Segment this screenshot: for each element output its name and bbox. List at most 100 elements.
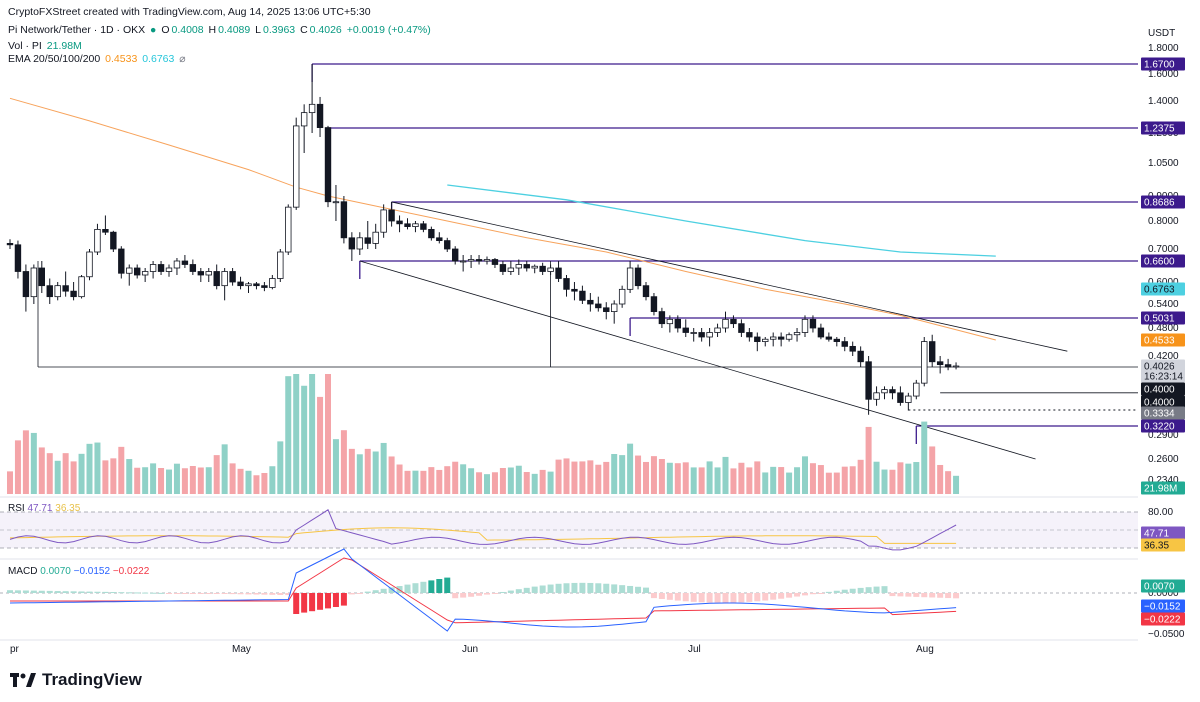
candle-body bbox=[459, 260, 467, 263]
volume-bar bbox=[953, 475, 960, 494]
candle-body bbox=[658, 311, 666, 325]
volume-bar bbox=[420, 470, 427, 494]
settings-icon[interactable]: ⌀ bbox=[179, 53, 186, 65]
ohlc-line: Pi Network/Tether · 1D · OKX ● O 0.4008 H… bbox=[8, 24, 433, 36]
price-tick-label: 1.8000 bbox=[1148, 43, 1179, 54]
price-label-volume: 21.98M bbox=[1144, 484, 1177, 495]
candle-body bbox=[841, 341, 848, 347]
price-label-box bbox=[1141, 254, 1185, 268]
volume-bar bbox=[905, 463, 912, 494]
candle-body bbox=[14, 244, 22, 272]
h-label: H bbox=[208, 24, 217, 36]
h-value: 0.4089 bbox=[218, 24, 251, 36]
volume-bar bbox=[317, 396, 324, 494]
macd-histogram-bar bbox=[666, 593, 673, 600]
macd-histogram-bar bbox=[317, 593, 324, 610]
candle-body bbox=[666, 318, 674, 325]
price-tick-label: 0.4800 bbox=[1148, 323, 1179, 334]
macd-histogram-bar bbox=[388, 587, 395, 593]
volume-bar bbox=[22, 430, 29, 494]
price-axis-bg bbox=[1138, 40, 1200, 655]
candle-body bbox=[261, 285, 268, 288]
candle-body bbox=[921, 341, 928, 384]
macd-histogram-bar bbox=[786, 593, 793, 598]
volume-bar bbox=[356, 454, 363, 494]
tradingview-logo[interactable]: TradingView bbox=[10, 670, 142, 690]
macd-histogram-bar bbox=[945, 593, 952, 599]
volume-bar bbox=[444, 466, 451, 494]
volume-bar bbox=[643, 461, 649, 494]
volume-bar bbox=[507, 467, 514, 494]
volume-bar bbox=[794, 467, 801, 494]
candle-body bbox=[801, 318, 809, 333]
macd-histogram-bar bbox=[913, 593, 920, 597]
candle-body bbox=[833, 338, 840, 342]
volume-bar bbox=[611, 454, 618, 494]
macd-histogram-bar bbox=[189, 593, 196, 594]
volume-bar bbox=[889, 469, 896, 494]
volume-bar bbox=[94, 442, 101, 494]
price-label-ema100: 0.4533 bbox=[1144, 336, 1175, 347]
volume-bar bbox=[62, 453, 69, 494]
macd-histogram-bar bbox=[929, 593, 936, 598]
volume-bar bbox=[7, 471, 13, 494]
volume-bar bbox=[802, 456, 808, 494]
price-label-box bbox=[1141, 382, 1185, 396]
c-label: C bbox=[300, 24, 308, 36]
volume-bar bbox=[436, 469, 443, 494]
macd-histogram-bar bbox=[325, 593, 331, 609]
macd-histogram-bar bbox=[197, 593, 204, 594]
macd-histogram-bar bbox=[841, 589, 848, 593]
rsi-label-value: 47.71 bbox=[1144, 529, 1169, 540]
macd-histogram-bar bbox=[62, 591, 69, 593]
macd-histogram-bar bbox=[364, 591, 371, 593]
candle-body bbox=[770, 336, 777, 340]
macd-histogram-bar bbox=[817, 593, 824, 594]
macd-histogram-bar bbox=[937, 593, 944, 598]
volume-bar bbox=[666, 462, 673, 494]
macd-label: MACD bbox=[8, 566, 38, 577]
volume-bar bbox=[150, 463, 157, 494]
volume-bar bbox=[945, 471, 952, 494]
candle-body bbox=[873, 392, 880, 400]
volume-bar bbox=[468, 468, 475, 494]
price-tick-label: 1.4000 bbox=[1148, 96, 1179, 107]
macd-histogram-bar bbox=[746, 593, 753, 602]
price-tick-label: 0.7000 bbox=[1148, 244, 1179, 255]
price-label-box bbox=[1141, 121, 1185, 135]
macd-histogram-bar bbox=[253, 593, 260, 595]
macd-histogram-bar bbox=[94, 591, 101, 593]
time-axis-label: pr bbox=[10, 644, 20, 655]
macd-histogram-bar bbox=[452, 593, 459, 599]
candle-body bbox=[149, 264, 157, 272]
volume-bar bbox=[563, 458, 570, 494]
volume-bar bbox=[571, 461, 578, 494]
macd-label-value: 0.0070 bbox=[1144, 582, 1175, 593]
volume-bar bbox=[189, 466, 196, 494]
candle-body bbox=[70, 290, 77, 298]
volume-bar bbox=[460, 464, 467, 494]
macd-histogram-bar bbox=[420, 581, 427, 593]
macd-histogram-bar bbox=[78, 591, 85, 593]
volume-bar bbox=[865, 426, 872, 494]
volume-bar bbox=[388, 456, 395, 494]
macd-histogram-bar bbox=[881, 586, 888, 593]
candle-body bbox=[197, 271, 204, 276]
volume-bar bbox=[499, 468, 506, 494]
candle-body bbox=[467, 259, 475, 262]
candle-body bbox=[571, 288, 578, 292]
candle-body bbox=[126, 267, 133, 274]
macd-histogram-bar bbox=[245, 593, 252, 595]
candle-body bbox=[730, 318, 737, 325]
volume-bar bbox=[134, 467, 141, 494]
volume-bar bbox=[325, 374, 331, 494]
macd-histogram-bar bbox=[205, 593, 212, 594]
candle-body bbox=[364, 237, 371, 244]
candle-body bbox=[118, 248, 125, 274]
candle-body bbox=[555, 267, 562, 279]
symbol-name[interactable]: Pi Network/Tether · 1D · OKX bbox=[8, 24, 146, 36]
rsi-label-value: 36.35 bbox=[1144, 541, 1169, 552]
macd-axis-zero: 0.0000 bbox=[1148, 588, 1179, 599]
candle-body bbox=[62, 285, 69, 292]
price-label-box bbox=[1141, 333, 1185, 347]
